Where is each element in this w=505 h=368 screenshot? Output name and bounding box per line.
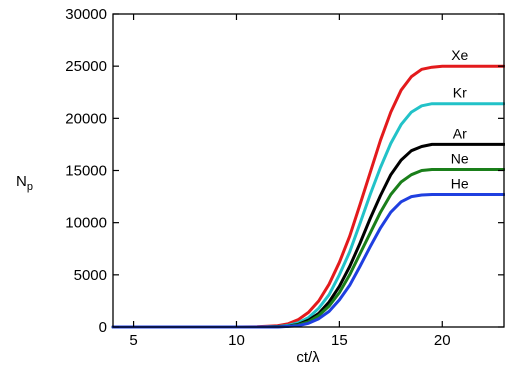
y-axis-title-sub: p [27,181,33,193]
y-tick-label: 20000 [65,110,107,127]
series-line-xe [111,64,505,329]
x-tick-label: 15 [331,332,348,349]
x-tick-label: 10 [228,332,245,349]
y-tick-label: 15000 [65,163,107,180]
series-label-he: He [451,175,469,191]
series-label-kr: Kr [453,85,467,101]
y-tick-label: 5000 [74,267,107,284]
series-line-ar [111,142,505,329]
series-label-ar: Ar [453,125,467,141]
series-label-ne: Ne [451,150,469,166]
y-tick-label: 10000 [65,215,107,232]
y-tick-label: 25000 [65,58,107,75]
series-line-he [111,193,505,329]
y-tick-label: 30000 [65,6,107,23]
ticks: 5 10 15 20 0 5000 10000 15000 20000 25000 30000 [65,6,504,349]
x-axis-title: ct/λ [296,349,320,366]
series-label-xe: Xe [451,47,468,63]
y-axis-title: Np [16,173,33,193]
x-tick-label: 5 [129,332,137,349]
series-labels: Xe Kr Ar Ne He [451,47,469,191]
x-tick-label: 20 [434,332,451,349]
series-line-kr [111,102,505,329]
series-layer [111,64,505,329]
y-tick-label: 0 [99,319,107,336]
y-axis-title-main: N [16,173,27,190]
